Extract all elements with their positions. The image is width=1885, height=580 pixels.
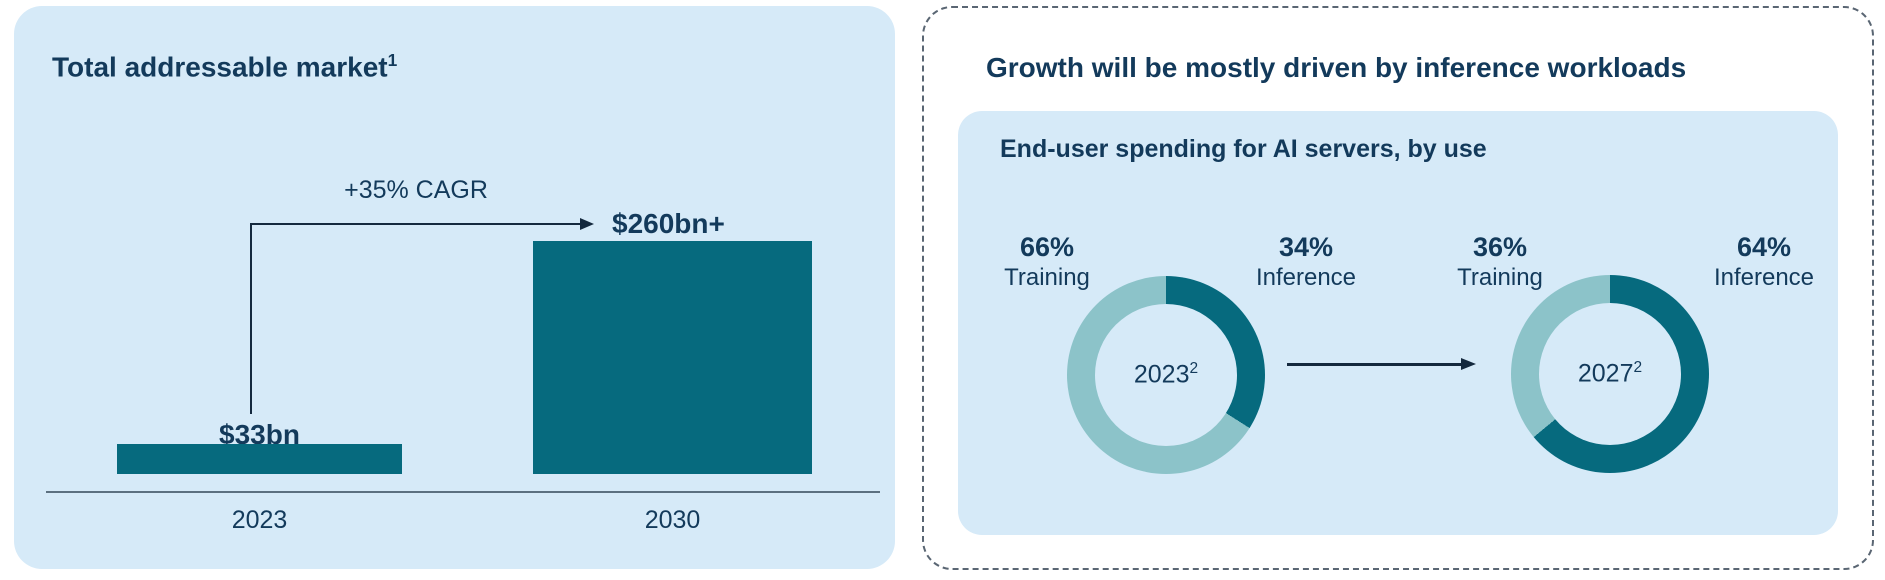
donut-2023-inference-label: 34% Inference: [1231, 232, 1381, 293]
x-axis-line: [46, 491, 880, 493]
cagr-arrow-head-icon: [580, 218, 594, 230]
donut-2027-training-label: 36% Training: [1425, 232, 1575, 293]
donut-2023-footnote: 2: [1189, 360, 1199, 378]
inference-2023-name: Inference: [1255, 264, 1357, 292]
donut-transition-arrow-head-icon: [1461, 358, 1476, 370]
ai-server-spending-title: End-user spending for AI servers, by use: [1000, 135, 1487, 163]
inference-2027-percent: 64%: [1736, 232, 1792, 262]
donut-2027-center-label: 20272: [1539, 303, 1681, 445]
ai-server-spending-card: End-user spending for AI servers, by use…: [958, 111, 1838, 535]
training-2027-name: Training: [1457, 264, 1543, 292]
donut-2027-year: 2027: [1577, 359, 1634, 388]
donut-2027-footnote: 2: [1633, 359, 1643, 377]
x-axis-label-2030: 2030: [644, 506, 701, 534]
tam-title-footnote: 1: [387, 50, 398, 70]
cagr-annotation: +35% CAGR: [344, 176, 488, 204]
tam-panel: Total addressable market1 +35% CAGR $260…: [14, 6, 895, 569]
tam-title-text: Total addressable market: [52, 51, 388, 83]
donut-2023-training-label: 66% Training: [972, 232, 1122, 293]
donut-chart-2027: 20272: [1511, 275, 1709, 473]
training-2023-name: Training: [1004, 264, 1090, 292]
donut-2023-year: 2023: [1133, 360, 1190, 389]
donut-chart-2023: 20232: [1067, 276, 1265, 474]
donut-2023-center-label: 20232: [1095, 304, 1237, 446]
cagr-arrow-horizontal-line: [250, 223, 582, 225]
inference-2027-name: Inference: [1713, 264, 1815, 292]
x-axis-label-2023: 2023: [231, 506, 288, 534]
inference-panel-title: Growth will be mostly driven by inferenc…: [986, 52, 1687, 83]
training-2023-percent: 66%: [1019, 232, 1075, 262]
bar-2023: [117, 444, 402, 474]
donut-transition-arrow-line: [1287, 363, 1463, 366]
inference-2023-percent: 34%: [1278, 232, 1334, 262]
tam-panel-title: Total addressable market1: [52, 50, 397, 83]
bar-2030: [533, 241, 812, 474]
cagr-arrow-vertical-line: [250, 224, 252, 414]
donut-2027-inference-label: 64% Inference: [1689, 232, 1839, 293]
training-2027-percent: 36%: [1472, 232, 1528, 262]
bar-2030-value-label: $260bn+: [612, 208, 725, 239]
